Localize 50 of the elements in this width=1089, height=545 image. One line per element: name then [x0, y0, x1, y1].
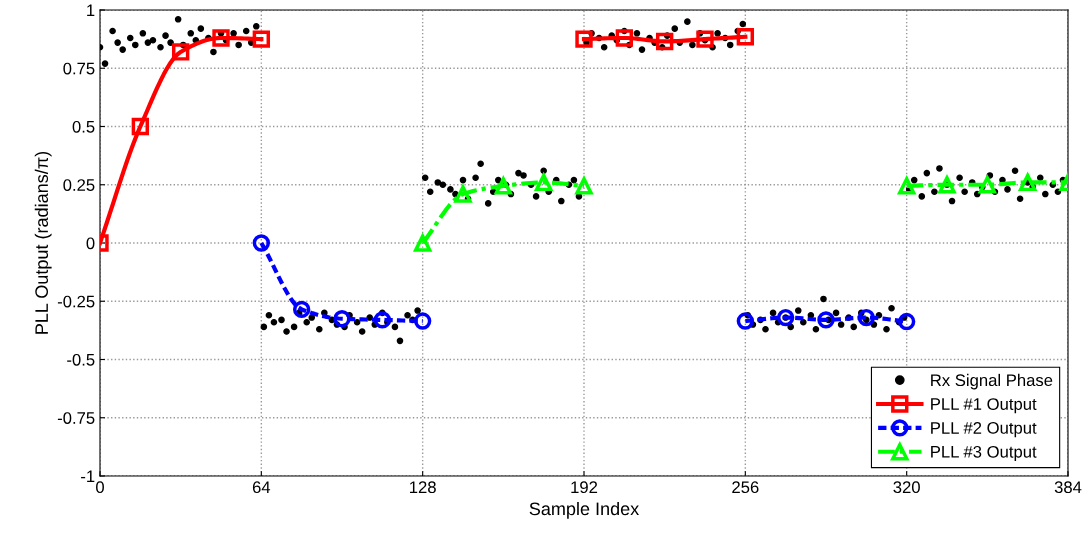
point	[897, 312, 916, 331]
point	[938, 176, 956, 194]
y-tick-label: 0.75	[63, 62, 95, 75]
x-tick-label: 256	[732, 481, 759, 494]
point	[615, 29, 634, 47]
y-tick-label: -1	[81, 470, 95, 483]
point	[171, 43, 190, 61]
x-tick-label: 0	[96, 481, 104, 494]
y-tick-label: 0.5	[72, 120, 95, 133]
x-axis-title: Sample Index	[529, 501, 640, 519]
point	[212, 29, 230, 47]
point	[696, 30, 714, 48]
point	[252, 234, 271, 252]
x-tick-label: 64	[252, 481, 271, 494]
point	[131, 117, 150, 136]
point	[776, 308, 795, 327]
x-tick-label: 128	[410, 481, 436, 494]
point	[978, 176, 997, 194]
point	[333, 310, 351, 328]
y-tick-label: 0.25	[63, 179, 95, 191]
point	[575, 177, 593, 195]
point	[1018, 171, 1038, 192]
point	[413, 312, 432, 330]
point	[736, 28, 755, 46]
x-tick-label: 320	[893, 481, 920, 494]
point	[575, 30, 593, 48]
point	[857, 308, 876, 327]
point	[373, 311, 392, 329]
point	[494, 177, 513, 195]
x-tick-label: 384	[1054, 481, 1082, 494]
point	[655, 32, 674, 51]
y-tick-label: -0.75	[57, 412, 95, 424]
point	[454, 185, 472, 203]
y-tick-label: -0.5	[67, 353, 95, 366]
point	[817, 311, 835, 329]
point	[897, 177, 916, 195]
point	[252, 30, 271, 48]
point	[292, 300, 311, 319]
y-tick-label: 1	[87, 4, 95, 17]
legend-label: PLL #2 Output	[931, 422, 1037, 438]
legend-label: PLL #1 Output	[931, 398, 1037, 414]
point	[534, 171, 554, 192]
point	[736, 312, 755, 330]
point	[413, 234, 432, 252]
x-tick-label: 192	[571, 481, 598, 494]
legend-label: PLL #3 Output	[931, 445, 1037, 461]
y-tick-label: -0.25	[57, 295, 95, 308]
y-axis-title: PLL Output (radians/π)	[34, 151, 52, 334]
y-tick-label: 0	[86, 237, 95, 250]
legend-label: Rx Signal Phase	[931, 373, 1053, 390]
